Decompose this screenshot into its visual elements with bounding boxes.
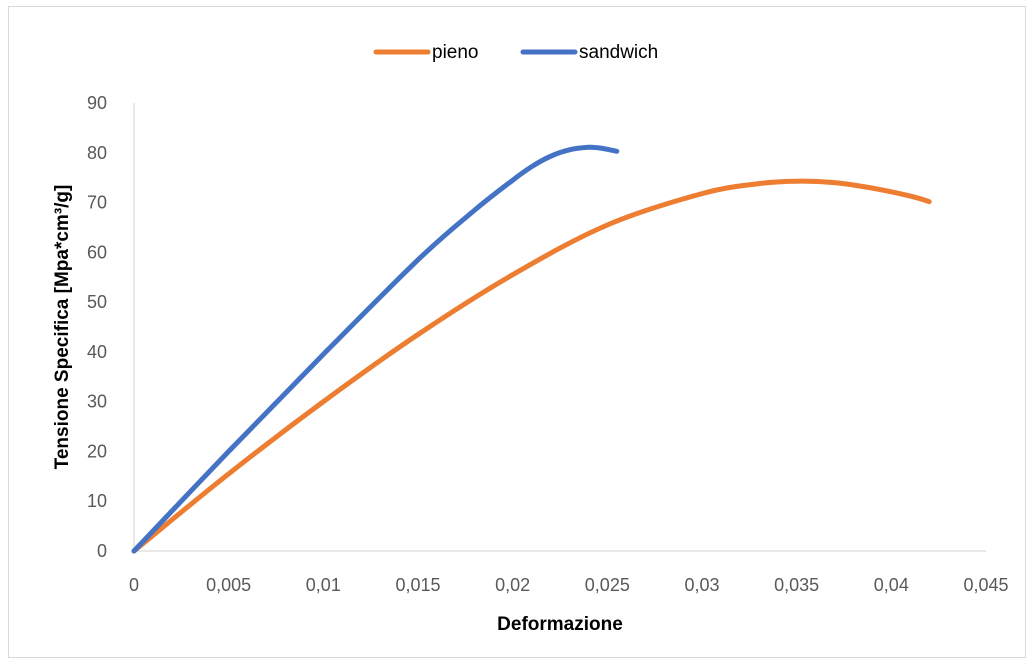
series-lines	[131, 144, 932, 554]
x-tick-label: 0,02	[495, 575, 530, 595]
axes	[133, 103, 986, 552]
series-line-pieno	[131, 178, 932, 554]
x-tick-label: 0,015	[395, 575, 440, 595]
y-tick-label: 80	[87, 143, 107, 163]
legend-label-pieno: pieno	[432, 42, 479, 63]
y-tick-label: 50	[87, 292, 107, 312]
x-tick-label: 0,01	[306, 575, 341, 595]
series-line-sandwich	[131, 144, 620, 554]
y-tick-label: 30	[87, 392, 107, 412]
chart-frame	[8, 6, 1026, 658]
legend: pieno sandwich	[373, 42, 658, 63]
y-tick-label: 40	[87, 342, 107, 362]
x-tick-label: 0,005	[206, 575, 251, 595]
y-tick-label: 90	[87, 93, 107, 113]
y-tick-label: 70	[87, 193, 107, 213]
y-axis-title: Tensione Specifica [Mpa*cm³/g]	[52, 185, 73, 470]
x-tick-label: 0,03	[684, 575, 719, 595]
x-axis-title: Deformazione	[497, 614, 623, 635]
y-tick-label: 60	[87, 242, 107, 262]
x-tick-label: 0,035	[774, 575, 819, 595]
y-tick-label: 20	[87, 441, 107, 461]
x-tick-label: 0	[129, 575, 139, 595]
tick-labels: 0 0,005 0,01 0,015 0,02 0,025 0,03 0,035 0,04 0,0…	[87, 93, 1009, 595]
x-tick-label: 0,045	[963, 575, 1008, 595]
x-tick-label: 0,025	[585, 575, 630, 595]
y-tick-label: 0	[97, 541, 107, 561]
y-tick-label: 10	[87, 491, 107, 511]
legend-label-sandwich: sandwich	[579, 42, 658, 63]
x-tick-label: 0,04	[874, 575, 909, 595]
